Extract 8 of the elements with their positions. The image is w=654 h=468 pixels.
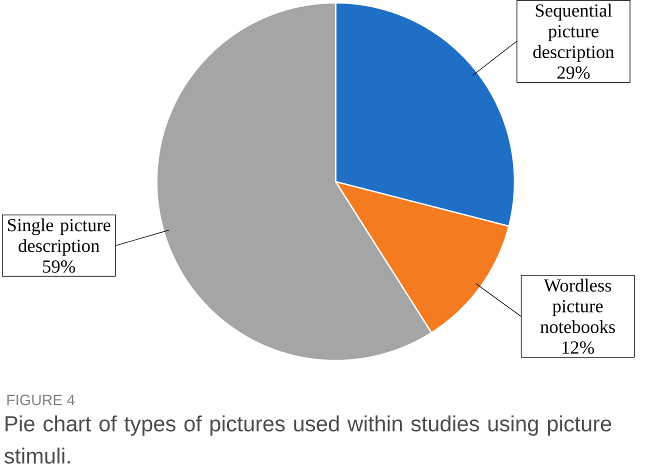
slice-label: Single picture description — [8, 218, 110, 256]
data-label: 12% — [562, 342, 594, 354]
slice-label: Sequential picture description — [533, 4, 614, 62]
slice-label: Wordless picture notebooks — [540, 278, 615, 334]
data-label: 29% — [557, 66, 590, 80]
data-label: 59% — [43, 260, 76, 274]
caption: FIGURE 4 — [7, 394, 75, 406]
text: Pie chart of types of pictures used within studies using picture stimuli. — [4, 416, 612, 464]
